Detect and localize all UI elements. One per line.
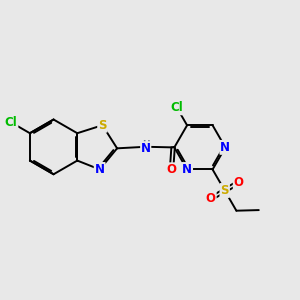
Text: N: N <box>220 141 230 154</box>
Text: O: O <box>234 176 244 189</box>
Text: N: N <box>141 142 151 155</box>
Text: O: O <box>167 163 176 176</box>
Text: Cl: Cl <box>171 101 183 114</box>
Text: S: S <box>220 184 229 197</box>
Text: O: O <box>206 192 216 205</box>
Text: N: N <box>182 163 192 176</box>
Text: Cl: Cl <box>4 116 17 129</box>
Text: S: S <box>98 119 107 132</box>
Text: N: N <box>95 163 105 176</box>
Text: H: H <box>142 140 149 149</box>
